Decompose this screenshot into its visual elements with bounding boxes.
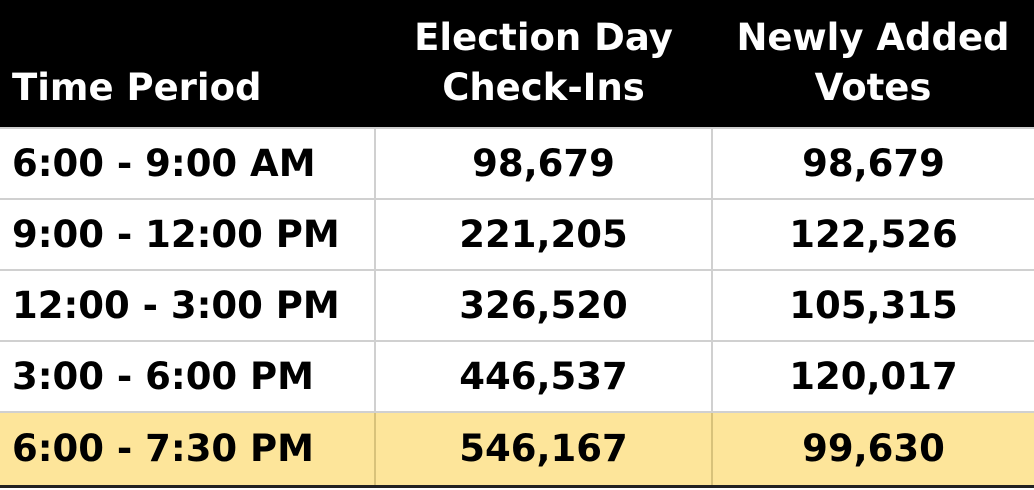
column-header-checkins: Election Day Check-Ins <box>375 0 712 128</box>
cell-checkins: 546,167 <box>374 411 713 488</box>
cell-time-period: 3:00 - 6:00 PM <box>0 340 376 413</box>
cell-time-period: 6:00 - 7:30 PM <box>0 411 376 488</box>
table-row-highlighted: 6:00 - 7:30 PM 546,167 99,630 <box>0 411 1034 488</box>
table-header: Time Period Election Day Check-Ins Newly… <box>0 0 1034 128</box>
cell-time-period: 6:00 - 9:00 AM <box>0 127 376 200</box>
cell-checkins: 98,679 <box>374 127 713 200</box>
cell-new-votes: 122,526 <box>711 198 1034 271</box>
cell-time-period: 9:00 - 12:00 PM <box>0 198 376 271</box>
cell-new-votes: 105,315 <box>711 269 1034 342</box>
column-header-time-period: Time Period <box>0 0 375 128</box>
cell-checkins: 326,520 <box>374 269 713 342</box>
header-row: Time Period Election Day Check-Ins Newly… <box>0 0 1034 128</box>
cell-checkins: 446,537 <box>374 340 713 413</box>
table-row: 3:00 - 6:00 PM 446,537 120,017 <box>0 340 1034 413</box>
column-header-new-votes: Newly Added Votes <box>712 0 1034 128</box>
table-row: 6:00 - 9:00 AM 98,679 98,679 <box>0 127 1034 200</box>
cell-time-period: 12:00 - 3:00 PM <box>0 269 376 342</box>
cell-new-votes: 98,679 <box>711 127 1034 200</box>
table-body: 6:00 - 9:00 AM 98,679 98,679 9:00 - 12:0… <box>0 127 1034 488</box>
cell-checkins: 221,205 <box>374 198 713 271</box>
cell-new-votes: 120,017 <box>711 340 1034 413</box>
cell-new-votes: 99,630 <box>711 411 1034 488</box>
table-row: 9:00 - 12:00 PM 221,205 122,526 <box>0 198 1034 271</box>
table-row: 12:00 - 3:00 PM 326,520 105,315 <box>0 269 1034 342</box>
